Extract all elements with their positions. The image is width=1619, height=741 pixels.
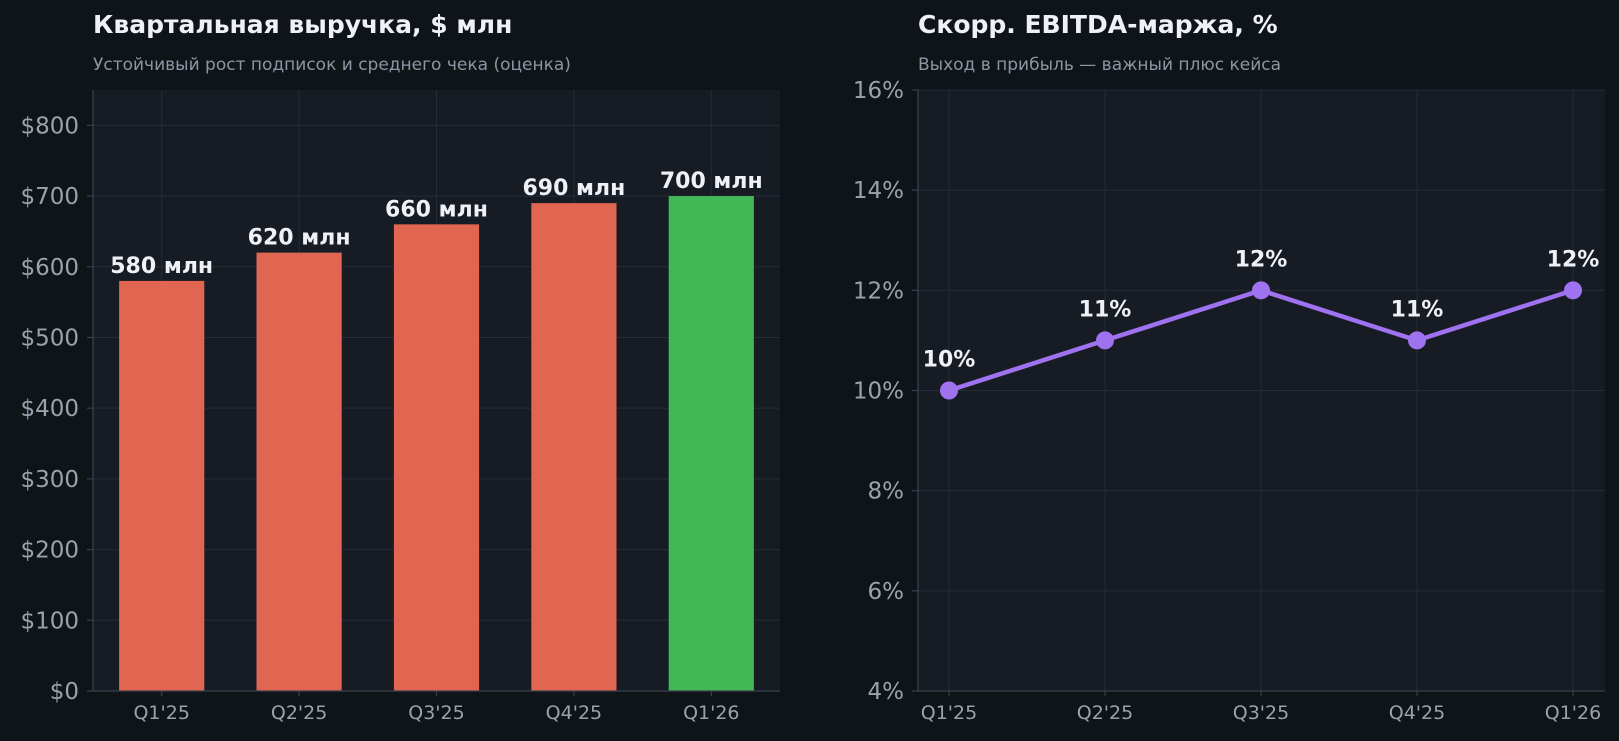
x-tick-label: Q2'25 (1077, 702, 1133, 724)
bar (531, 203, 617, 692)
y-tick-label: 8% (868, 479, 905, 505)
x-tick-label: Q1'25 (133, 702, 189, 724)
y-tick-label: $700 (20, 184, 79, 210)
bar (256, 252, 342, 691)
x-tick-label: Q1'26 (1545, 702, 1601, 724)
x-tick-label: Q1'25 (921, 702, 977, 724)
ebitda-chart-title: Скорр. EBITDA-маржа, % (918, 10, 1278, 39)
y-tick-label: 6% (868, 579, 905, 605)
point-data-label: 10% (923, 348, 976, 373)
revenue-chart-title: Квартальная выручка, $ млн (93, 10, 513, 39)
point-data-label: 11% (1079, 297, 1132, 322)
y-tick-label: $800 (20, 113, 79, 139)
data-point (1252, 281, 1270, 300)
bar-data-label: 580 млн (110, 254, 213, 279)
bar-data-label: 660 млн (385, 197, 488, 222)
y-tick-label: 12% (853, 278, 904, 304)
bar (119, 280, 205, 691)
data-point (940, 381, 958, 400)
bar (393, 224, 480, 691)
revenue-bar-chart: $0 $100 $200 $300 $400 $500 $600 $700 $800 580 мл… (20, 90, 780, 724)
y-tick-label: $0 (50, 679, 79, 705)
x-tick-label: Q4'25 (546, 702, 602, 724)
point-data-label: 12% (1235, 247, 1288, 272)
point-data-label: 11% (1391, 297, 1444, 322)
data-point (1408, 331, 1426, 350)
y-tick-label: $200 (20, 538, 79, 564)
bar-data-label: 620 млн (248, 226, 351, 251)
y-tick-label: $300 (20, 467, 79, 493)
y-tick-label: 14% (853, 178, 904, 204)
revenue-chart-subtitle: Устойчивый рост подписок и среднего чека… (93, 55, 571, 75)
data-point (1096, 331, 1114, 350)
data-point (1564, 281, 1582, 300)
bar (668, 196, 754, 691)
y-tick-label: $500 (20, 325, 79, 351)
x-tick-label: Q1'26 (683, 702, 739, 724)
y-tick-label: 16% (853, 78, 904, 104)
x-tick-label: Q2'25 (271, 702, 327, 724)
x-tick-label: Q3'25 (408, 702, 464, 724)
bar-data-label: 690 млн (522, 176, 625, 201)
point-data-label: 12% (1547, 247, 1600, 272)
x-tick-label: Q3'25 (1233, 702, 1289, 724)
y-tick-label: $600 (20, 255, 79, 281)
ebitda-chart-subtitle: Выход в прибыль — важный плюс кейса (918, 55, 1282, 75)
bar-data-label: 700 млн (660, 169, 763, 194)
y-tick-label: 10% (853, 379, 904, 405)
x-tick-label: Q4'25 (1389, 702, 1445, 724)
y-tick-label: $400 (20, 396, 79, 422)
ebitda-line-chart: 4% 6% 8% 10% 12% 14% 16% 10% Q1'25 11% Q2'25 12% Q3'… (853, 78, 1605, 724)
y-tick-label: $100 (20, 608, 79, 634)
y-tick-label: 4% (868, 679, 905, 705)
